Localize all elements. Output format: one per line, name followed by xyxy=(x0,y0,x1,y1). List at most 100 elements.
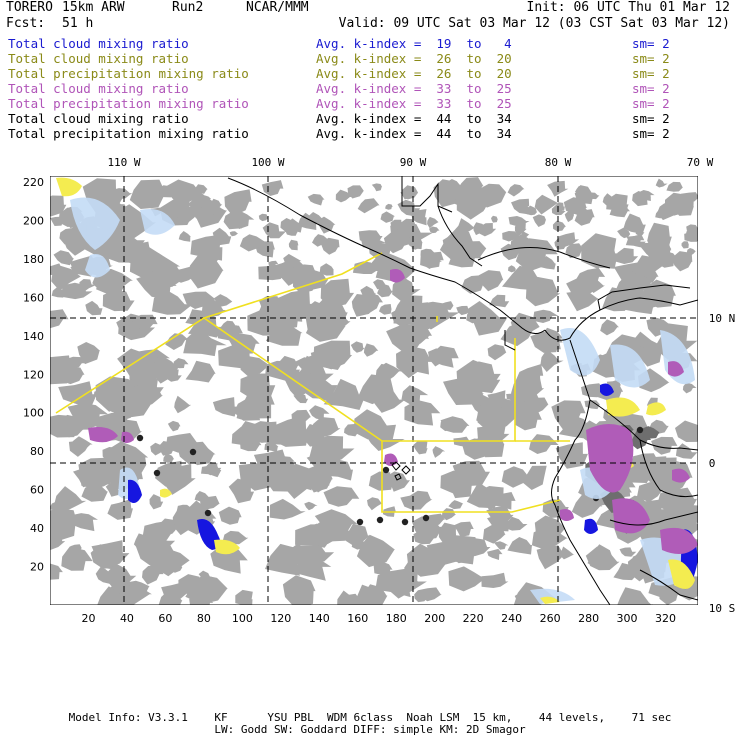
cloud-patch xyxy=(422,254,442,269)
cloud-patch xyxy=(71,513,98,532)
cloud-patch xyxy=(293,394,309,404)
cloud-patch xyxy=(157,189,167,197)
cloud-patch xyxy=(201,462,222,478)
cloud-patch xyxy=(357,418,383,437)
legend-row: Total precipitation mixing ratio Avg. k-i… xyxy=(8,96,728,111)
model-name: TORERO xyxy=(6,0,53,15)
cloud-patch xyxy=(344,523,371,546)
y-tick-label: 220 xyxy=(23,176,44,189)
cloud-patch xyxy=(477,223,497,237)
cloud-patch xyxy=(587,246,617,269)
forecast-hour: 51 h xyxy=(62,16,94,31)
x-tick-label: 160 xyxy=(347,612,368,622)
cloud-patch xyxy=(428,348,454,367)
coastlines xyxy=(227,176,698,605)
cloud-patch xyxy=(638,190,655,201)
cloud-patch xyxy=(537,327,564,350)
cloud-patch xyxy=(79,279,98,293)
cloud-patch xyxy=(344,423,360,437)
cloud-patch xyxy=(301,523,341,546)
cloud-patch xyxy=(192,184,208,194)
cloud-patch xyxy=(143,355,159,366)
x-tick-label: 40 xyxy=(120,612,134,622)
cloud-patch xyxy=(335,189,353,203)
cloud-patch xyxy=(534,194,559,215)
cloud-patch xyxy=(323,378,366,410)
cloud-patch xyxy=(390,219,405,233)
cloud-patch xyxy=(105,482,120,497)
y-tick-label: 140 xyxy=(23,330,44,343)
convective-cell xyxy=(401,518,409,526)
cloud-patch xyxy=(441,508,457,521)
cloud-patch xyxy=(301,353,320,370)
legend-field: Total precipitation mixing ratio xyxy=(8,126,249,141)
cloud-patch xyxy=(50,563,63,580)
cloud-patch xyxy=(117,348,156,381)
cloud-patch xyxy=(239,234,265,252)
cloud-patch xyxy=(574,209,595,226)
cloud-patch xyxy=(167,420,181,432)
cloud-patch xyxy=(97,586,131,605)
cloud-patch xyxy=(606,193,629,212)
legend-row: Total cloud mixing ratio Avg. k-index = 4… xyxy=(8,111,728,126)
cloud-patch xyxy=(278,289,314,323)
x-tick-label: 240 xyxy=(501,612,522,622)
legend-smoothing: sm= 2 xyxy=(632,96,670,111)
cloud-patch xyxy=(291,409,311,427)
cloud-patch xyxy=(655,178,668,188)
cloud-patch xyxy=(319,263,334,276)
cloud-patch xyxy=(656,487,698,513)
cloud-patch xyxy=(357,374,394,405)
convective-cell xyxy=(189,448,197,456)
lon-label-80w: 80 W xyxy=(545,156,572,169)
run-label: Run2 xyxy=(172,0,204,15)
cloud-patch xyxy=(511,373,545,404)
cloud-patch xyxy=(159,441,175,456)
cloud-patch xyxy=(173,506,200,526)
legend-field: Total cloud mixing ratio xyxy=(8,36,189,51)
cloud-patch xyxy=(70,544,82,552)
cloud-patch xyxy=(442,236,458,249)
cloud-patch xyxy=(282,575,316,605)
cloud-patch xyxy=(649,239,672,255)
cloud-patch xyxy=(477,421,510,447)
cloud-patch xyxy=(432,446,446,458)
x-tick-label: 80 xyxy=(197,612,211,622)
convective-cell xyxy=(636,426,644,434)
cloud-patch xyxy=(418,587,442,602)
x-tick-label: 220 xyxy=(463,612,484,622)
cloud-patch xyxy=(142,565,164,585)
cloud-patch xyxy=(77,342,101,365)
cloud-patch xyxy=(641,426,660,439)
cloud-patch xyxy=(265,319,303,346)
cloud-patch xyxy=(456,305,471,316)
cloud-patch xyxy=(303,269,329,290)
cloud-patch xyxy=(686,248,696,257)
cloud-patch xyxy=(566,291,599,312)
cloud-patch xyxy=(440,301,454,310)
x-tick-label: 100 xyxy=(232,612,253,622)
cloud-patch xyxy=(354,584,385,605)
legend-k-index: Avg. k-index = 26 to 20 xyxy=(316,66,512,81)
lon-label-100w: 100 W xyxy=(251,156,284,169)
cloud-patch xyxy=(510,312,540,337)
cloud-patch xyxy=(552,220,566,232)
cloud-patch xyxy=(682,382,697,394)
cloud-patch xyxy=(675,420,698,442)
legend-field: Total cloud mixing ratio xyxy=(8,111,189,126)
cloud-patch xyxy=(657,203,680,221)
cloud-patch xyxy=(443,377,477,405)
cloud-patch xyxy=(190,234,223,261)
cloud-patch xyxy=(515,238,558,272)
cloud-patch xyxy=(637,479,668,503)
cloud-patch xyxy=(350,341,365,353)
y-tick-label: 120 xyxy=(23,368,44,381)
legend-k-index: Avg. k-index = 33 to 25 xyxy=(316,96,512,111)
cloud-patch xyxy=(375,253,417,282)
legend-smoothing: sm= 2 xyxy=(632,36,670,51)
cloud-patch xyxy=(367,497,383,511)
cloud-patch xyxy=(596,354,608,364)
cloud-patch xyxy=(227,333,260,354)
cloud-patch xyxy=(58,381,97,409)
cloud-patch xyxy=(240,356,270,377)
